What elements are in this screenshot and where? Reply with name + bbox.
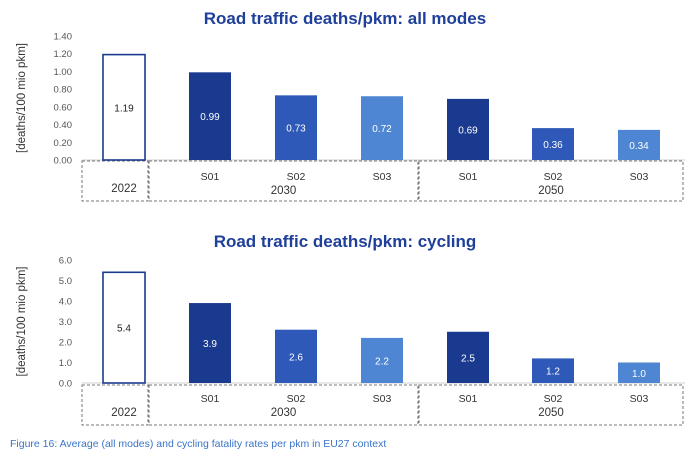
chart2-group-box-2030 [148, 384, 419, 426]
chart2-bar-3 [361, 337, 403, 383]
chart2-category-label: S01 [201, 393, 220, 405]
chart1-y-tick: 1.00 [54, 67, 73, 78]
chart1-data-label: 0.36 [543, 140, 563, 151]
chart2-data-label: 3.9 [203, 339, 217, 350]
chart1-category-label: S02 [544, 171, 563, 183]
chart1-bar-3 [361, 96, 403, 160]
chart2-category-label: S02 [287, 393, 306, 405]
chart1-y-tick: 0.60 [54, 102, 73, 113]
chart2-y-axis-label: [deaths/100 mio pkm] [16, 267, 28, 377]
chart1-y-tick: 0.80 [54, 85, 73, 96]
chart1-category-label: S01 [201, 171, 220, 183]
chart1-bar-5 [532, 128, 574, 160]
chart1-category-label: S01 [459, 171, 478, 183]
chart1-category-label: S03 [630, 171, 649, 183]
chart1-data-label: 1.19 [114, 103, 134, 114]
chart1-y-tick: 0.20 [54, 138, 73, 149]
chart1-title: Road traffic deaths/pkm: all modes [204, 9, 486, 28]
chart2-data-label: 2.5 [461, 353, 475, 364]
chart1-bar-2 [275, 95, 317, 160]
chart1-y-axis-label: [deaths/100 mio pkm] [16, 43, 28, 153]
chart2-bar-2 [275, 329, 317, 383]
chart1-data-label: 0.73 [286, 124, 306, 135]
chart2-y-tick: 5.0 [59, 276, 72, 287]
chart2-data-label: 2.2 [375, 356, 389, 367]
chart1-data-label: 0.34 [629, 141, 649, 152]
chart1-y-tick: 0.00 [54, 156, 73, 167]
chart2-category-label: S03 [630, 393, 649, 405]
chart2-bar-0 [102, 271, 146, 384]
chart2-category-label: S02 [544, 393, 563, 405]
chart1-y-tick: 1.40 [54, 32, 73, 43]
chart2-group-label: 2050 [538, 407, 564, 419]
chart2-y-tick: 3.0 [59, 317, 72, 328]
chart1-group-label: 2050 [538, 185, 564, 197]
chart2-bar-1 [189, 303, 231, 383]
chart1-group-label: 2030 [271, 185, 297, 197]
chart1-y-tick: 0.40 [54, 120, 73, 131]
chart2-group-box-2050 [418, 384, 684, 426]
chart1-group-box-2050 [418, 160, 684, 202]
chart2-group-label: 2022 [111, 407, 137, 419]
chart2-bar-6 [618, 362, 660, 383]
chart1-group-box-2030 [148, 160, 419, 202]
chart2-title: Road traffic deaths/pkm: cycling [214, 232, 477, 251]
chart2-y-tick: 2.0 [59, 338, 72, 349]
chart2-category-label: S03 [373, 393, 392, 405]
chart2-data-label: 5.4 [117, 324, 131, 335]
chart1-group-label: 2022 [111, 183, 137, 195]
chart1-group-box-2022 [81, 160, 149, 202]
chart1-y-tick: 1.20 [54, 49, 73, 60]
chart1-category-label: S03 [373, 171, 392, 183]
chart1-bar-0 [102, 53, 146, 161]
chart2-category-label: S01 [459, 393, 478, 405]
chart2-y-tick: 4.0 [59, 297, 72, 308]
charts-svg: Road traffic deaths/pkm: all modes [death… [16, 9, 685, 426]
chart2-data-label: 1.2 [546, 367, 560, 378]
chart1-data-label: 0.72 [372, 124, 392, 135]
chart2-data-label: 2.6 [289, 352, 303, 363]
chart2-group-label: 2030 [271, 407, 297, 419]
chart1-bar-1 [189, 72, 231, 160]
chart1-data-label: 0.99 [200, 112, 220, 123]
chart2-y-tick: 0.0 [59, 379, 72, 390]
chart2-y-tick: 6.0 [59, 256, 72, 267]
figure-caption: Figure 16: Average (all modes) and cycli… [10, 438, 387, 450]
chart2-bar-4 [447, 331, 489, 383]
chart1-data-label: 0.69 [458, 125, 478, 136]
chart1-category-label: S02 [287, 171, 306, 183]
chart1-bar-6 [618, 129, 660, 160]
chart2-bar-5 [532, 358, 574, 383]
chart2-data-label: 1.0 [632, 369, 646, 380]
chart2-group-box-2022 [81, 384, 149, 426]
chart1-bar-4 [447, 98, 489, 160]
chart2-y-tick: 1.0 [59, 358, 72, 369]
